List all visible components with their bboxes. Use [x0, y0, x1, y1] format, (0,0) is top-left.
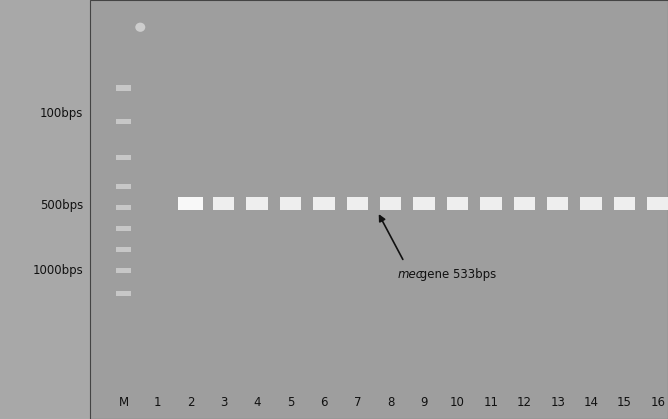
Text: M: M: [118, 396, 129, 409]
Text: 3: 3: [220, 396, 228, 409]
Bar: [116, 85, 131, 91]
Text: 6: 6: [320, 396, 328, 409]
Bar: [178, 197, 203, 210]
Text: 5: 5: [287, 396, 295, 409]
Text: 4: 4: [253, 396, 261, 409]
Bar: [447, 197, 468, 210]
Text: 7: 7: [353, 396, 361, 409]
Bar: [116, 205, 131, 210]
Bar: [614, 197, 635, 210]
Bar: [514, 197, 535, 210]
Text: 9: 9: [420, 396, 428, 409]
Bar: [116, 247, 131, 252]
Text: 14: 14: [584, 396, 599, 409]
Ellipse shape: [136, 23, 146, 32]
Bar: [116, 226, 131, 231]
Text: 500bps: 500bps: [40, 199, 84, 212]
Bar: [313, 197, 335, 210]
Bar: [380, 197, 401, 210]
Bar: [90, 0, 668, 419]
Text: 15: 15: [617, 396, 632, 409]
Text: 1: 1: [153, 396, 161, 409]
Text: 12: 12: [517, 396, 532, 409]
Text: 2: 2: [186, 396, 194, 409]
Text: 13: 13: [550, 396, 565, 409]
Text: mec: mec: [397, 268, 423, 281]
Text: 1000bps: 1000bps: [33, 264, 84, 277]
Text: 11: 11: [484, 396, 498, 409]
Bar: [480, 197, 502, 210]
Text: 16: 16: [651, 396, 665, 409]
Text: 8: 8: [387, 396, 395, 409]
Bar: [116, 291, 131, 296]
Bar: [246, 197, 268, 210]
Bar: [347, 197, 368, 210]
Text: 100bps: 100bps: [40, 106, 84, 120]
Bar: [580, 197, 602, 210]
Bar: [547, 197, 568, 210]
Bar: [116, 268, 131, 273]
Text: gene 533bps: gene 533bps: [416, 268, 496, 281]
Bar: [116, 184, 131, 189]
Bar: [213, 197, 234, 210]
Text: 10: 10: [450, 396, 465, 409]
Bar: [116, 119, 131, 124]
Bar: [116, 155, 131, 160]
Bar: [413, 197, 435, 210]
Bar: [280, 197, 301, 210]
Bar: [647, 197, 668, 210]
